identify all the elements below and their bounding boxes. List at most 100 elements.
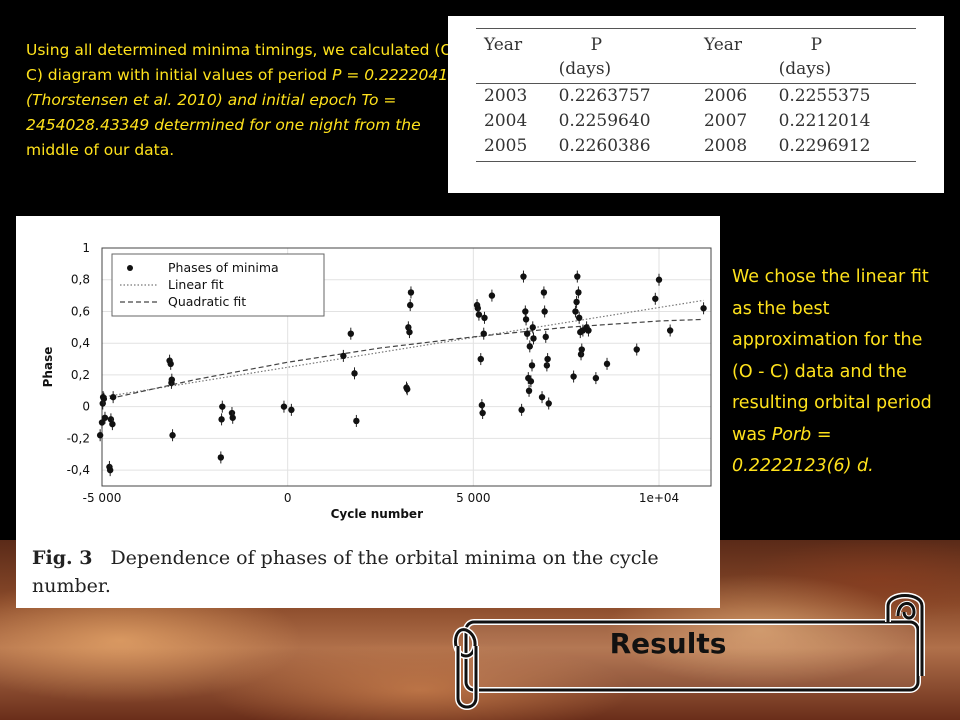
y-tick-label: 0 bbox=[82, 400, 90, 414]
table-unit-2: (days) bbox=[550, 57, 696, 84]
data-point bbox=[603, 360, 611, 368]
data-point bbox=[538, 393, 546, 401]
legend-entry: Linear fit bbox=[168, 277, 224, 292]
data-point bbox=[523, 330, 531, 337]
data-point bbox=[633, 346, 640, 353]
data-point bbox=[520, 273, 527, 280]
data-point bbox=[526, 343, 533, 350]
legend-entry: Quadratic fit bbox=[168, 294, 246, 309]
quadratic-fit-line bbox=[101, 318, 704, 401]
data-point bbox=[99, 393, 107, 401]
table-row: 2003 0.2263757 2006 0.2255375 bbox=[476, 84, 916, 110]
data-point bbox=[585, 327, 592, 334]
data-point bbox=[540, 289, 548, 296]
conclusion-text-part1: We chose the linear fit as the best appr… bbox=[732, 267, 932, 445]
data-point bbox=[574, 273, 581, 280]
table-header-p-1: P bbox=[550, 28, 696, 57]
data-point bbox=[478, 401, 486, 409]
intro-text-part3: middle of our data. bbox=[26, 141, 175, 159]
data-point bbox=[543, 362, 551, 369]
results-scroll-banner bbox=[452, 592, 925, 710]
plot-frame bbox=[101, 247, 712, 487]
intro-text-part2: P = 0.2222041 d (Thorstensen et al. 2010… bbox=[26, 66, 463, 134]
data-point bbox=[109, 393, 117, 401]
figure-caption: Fig. 3 Dependence of phases of the orbita… bbox=[32, 544, 712, 600]
table-row: 2004 0.2259640 2007 0.2212014 bbox=[476, 109, 916, 134]
phase-chart: -0,4 -0,2 0 0,2 0,4 0,6 0,8 1 -5 000 0 5 000 1e+04 C… bbox=[41, 241, 712, 521]
table-cell: 0.2263757 bbox=[558, 86, 651, 106]
table-cell: 0.2296912 bbox=[770, 134, 916, 162]
table-cell: 2003 bbox=[484, 86, 528, 106]
y-tick-label: 0,6 bbox=[71, 304, 90, 318]
data-point bbox=[404, 386, 411, 393]
data-point bbox=[98, 419, 106, 426]
conclusion-text-part2: Porb = 0.2222123(6) d. bbox=[732, 424, 874, 477]
data-point bbox=[169, 432, 176, 439]
data-point bbox=[518, 406, 525, 414]
data-point bbox=[544, 355, 551, 363]
table-unit-1 bbox=[476, 57, 551, 84]
table-header-year-2: Year bbox=[695, 28, 771, 57]
results-title: Results bbox=[609, 627, 727, 660]
data-point bbox=[572, 308, 579, 315]
data-point bbox=[573, 298, 580, 306]
data-point bbox=[652, 295, 659, 302]
x-tick-label: -5 000 bbox=[83, 491, 122, 505]
data-point bbox=[666, 327, 674, 334]
data-point bbox=[475, 311, 483, 318]
data-point bbox=[529, 324, 536, 331]
data-point bbox=[219, 403, 226, 410]
data-point bbox=[577, 351, 585, 358]
data-point bbox=[480, 330, 487, 337]
data-point bbox=[542, 333, 549, 341]
data-point bbox=[655, 276, 663, 283]
y-tick-label: 0,8 bbox=[71, 273, 90, 287]
table-cell: 0.2212014 bbox=[778, 111, 871, 131]
data-point bbox=[280, 403, 288, 410]
table-header-p-2: P bbox=[770, 28, 916, 57]
data-point bbox=[488, 292, 496, 299]
table-cell: 0.2255375 bbox=[778, 86, 871, 106]
table-cell: 2004 bbox=[484, 111, 528, 131]
conclusion-paragraph: We chose the linear fit as the best appr… bbox=[732, 262, 948, 483]
data-point bbox=[217, 454, 225, 461]
data-point bbox=[288, 406, 295, 414]
y-tick-label: 1 bbox=[82, 241, 90, 255]
legend-entry: Phases of minima bbox=[168, 260, 279, 275]
data-point bbox=[407, 301, 414, 309]
data-point bbox=[347, 330, 354, 337]
data-point bbox=[481, 314, 488, 322]
data-point bbox=[218, 416, 225, 423]
x-tick-label: 1e+04 bbox=[639, 491, 679, 505]
data-point bbox=[575, 314, 583, 322]
y-tick-label: -0,2 bbox=[67, 431, 90, 445]
table-cell: 2007 bbox=[703, 111, 748, 131]
data-point bbox=[96, 432, 104, 439]
data-point bbox=[545, 400, 552, 407]
data-point bbox=[474, 305, 481, 312]
table-header-year-1: Year bbox=[476, 28, 551, 57]
table-cell: 0.2259640 bbox=[558, 111, 651, 131]
data-point bbox=[592, 374, 600, 382]
period-table-panel: Year P Year P (days) (days) 2003 0.22637… bbox=[448, 16, 944, 193]
x-tick-label: 5 000 bbox=[456, 491, 490, 505]
y-tick-label: 0,2 bbox=[71, 368, 90, 382]
table-cell: 0.2260386 bbox=[550, 134, 696, 162]
data-point bbox=[479, 409, 486, 417]
y-tick-label: 0,4 bbox=[71, 336, 90, 350]
period-table: Year P Year P (days) (days) 2003 0.22637… bbox=[476, 28, 916, 162]
data-point bbox=[477, 355, 484, 363]
data-point bbox=[522, 308, 529, 315]
y-axis-label: Phase bbox=[41, 347, 55, 388]
x-axis-label: Cycle number bbox=[331, 507, 423, 521]
table-row: 2005 0.2260386 2008 0.2296912 bbox=[476, 134, 916, 162]
table-cell: 2005 bbox=[476, 134, 551, 162]
data-point bbox=[109, 420, 116, 428]
linear-fit-line bbox=[101, 299, 704, 398]
data-point bbox=[101, 414, 109, 421]
data-point bbox=[406, 328, 413, 336]
data-point bbox=[228, 409, 236, 417]
data-point bbox=[340, 352, 347, 360]
data-point bbox=[570, 373, 577, 380]
data-point bbox=[167, 360, 174, 368]
